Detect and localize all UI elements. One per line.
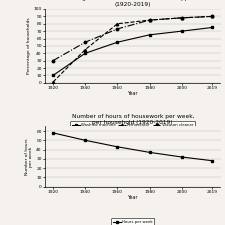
Legend: Washing machine, Refrigerator, Vacuum cleaner: Washing machine, Refrigerator, Vacuum cl… bbox=[70, 121, 195, 129]
X-axis label: Year: Year bbox=[128, 91, 138, 96]
Y-axis label: Percentage of households: Percentage of households bbox=[27, 18, 31, 74]
Y-axis label: Number of hours
per week: Number of hours per week bbox=[25, 138, 33, 175]
Title: Percentage of households with electrical appliances
(1920-2019): Percentage of households with electrical… bbox=[56, 0, 209, 7]
Legend: Hours per week: Hours per week bbox=[111, 218, 155, 225]
Title: Number of hours of housework per week,
per household (1920-2019): Number of hours of housework per week, p… bbox=[72, 114, 194, 125]
X-axis label: Year: Year bbox=[128, 195, 138, 200]
